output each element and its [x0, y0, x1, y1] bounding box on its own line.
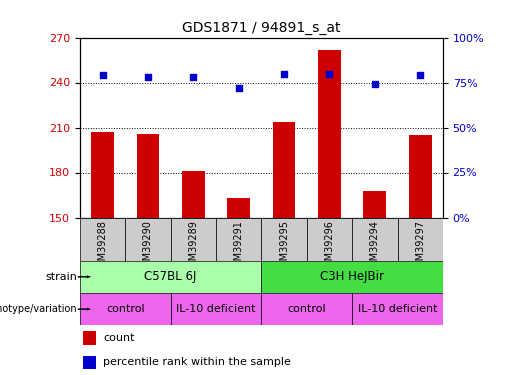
Bar — [261, 293, 352, 325]
Text: C57BL 6J: C57BL 6J — [144, 270, 197, 283]
Text: GSM39288: GSM39288 — [97, 220, 108, 273]
Text: count: count — [104, 333, 135, 343]
Text: C3H HeJBir: C3H HeJBir — [320, 270, 384, 283]
Bar — [352, 217, 398, 261]
Title: GDS1871 / 94891_s_at: GDS1871 / 94891_s_at — [182, 21, 340, 35]
Text: GSM39289: GSM39289 — [188, 220, 198, 273]
Bar — [352, 293, 443, 325]
Bar — [409, 135, 432, 218]
Text: IL-10 deficient: IL-10 deficient — [176, 304, 256, 314]
Text: GSM39294: GSM39294 — [370, 220, 380, 273]
Point — [280, 70, 288, 76]
Text: genotype/variation: genotype/variation — [0, 304, 77, 314]
Text: GSM39290: GSM39290 — [143, 220, 153, 273]
Bar — [80, 261, 261, 293]
Bar — [170, 293, 261, 325]
Text: GSM39297: GSM39297 — [415, 220, 425, 273]
Bar — [136, 134, 159, 218]
Bar — [273, 122, 296, 218]
Bar — [83, 331, 96, 345]
Point — [189, 74, 197, 80]
Text: strain: strain — [45, 272, 77, 282]
Bar — [83, 356, 96, 369]
Text: control: control — [287, 304, 326, 314]
Point — [371, 81, 379, 87]
Bar — [125, 217, 170, 261]
Bar — [307, 217, 352, 261]
Bar — [318, 50, 341, 217]
Bar — [91, 132, 114, 218]
Text: IL-10 deficient: IL-10 deficient — [358, 304, 437, 314]
Bar — [261, 261, 443, 293]
Bar — [398, 217, 443, 261]
Bar — [170, 217, 216, 261]
Text: GSM39295: GSM39295 — [279, 220, 289, 273]
Text: control: control — [106, 304, 145, 314]
Bar — [80, 217, 125, 261]
Point — [144, 74, 152, 80]
Text: GSM39296: GSM39296 — [324, 220, 334, 273]
Point — [416, 72, 424, 78]
Bar — [364, 190, 386, 217]
Text: GSM39291: GSM39291 — [234, 220, 244, 273]
Point — [98, 72, 107, 78]
Point — [234, 85, 243, 91]
Bar — [227, 198, 250, 217]
Bar — [261, 217, 307, 261]
Bar — [216, 217, 261, 261]
Bar — [80, 293, 170, 325]
Bar — [182, 171, 204, 217]
Text: percentile rank within the sample: percentile rank within the sample — [104, 357, 291, 368]
Point — [325, 70, 334, 76]
